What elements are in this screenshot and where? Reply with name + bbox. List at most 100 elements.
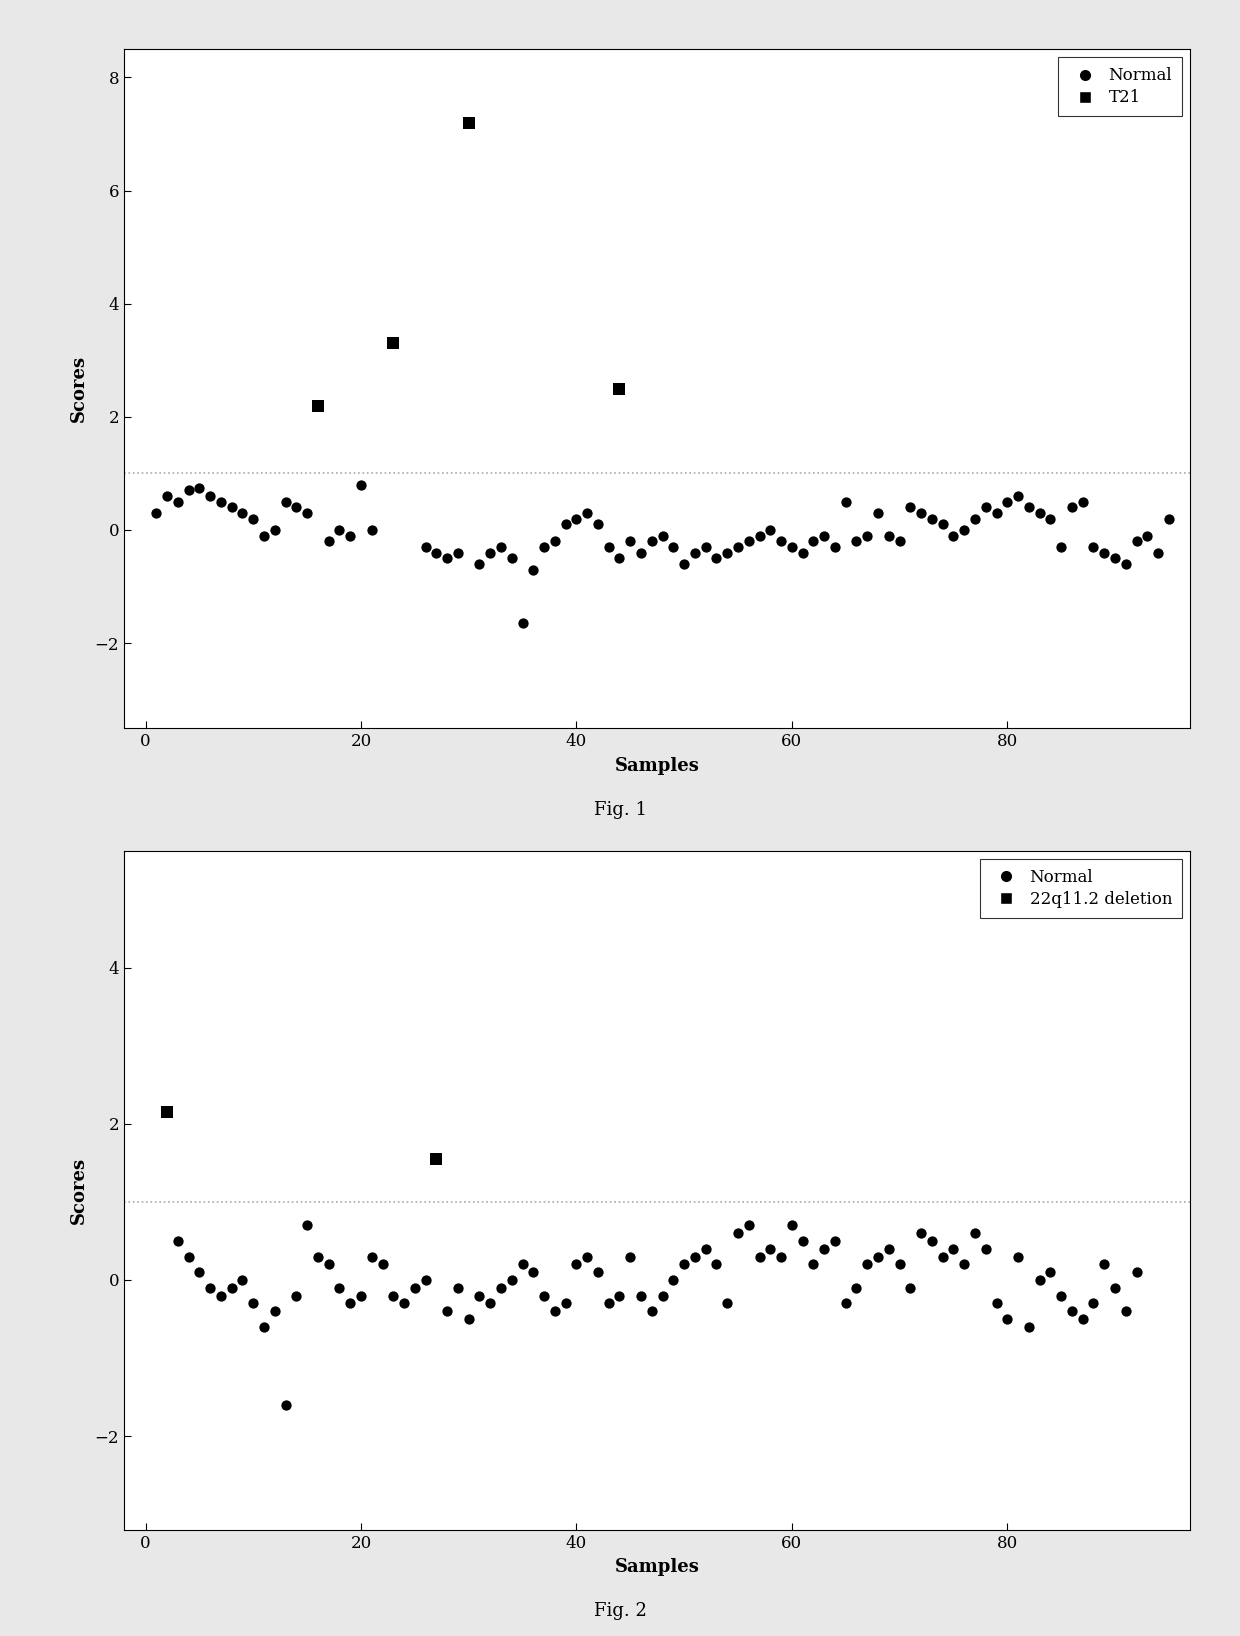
Point (847, 528, 867, 555)
Point (362, 517, 382, 543)
Point (157, 1099, 177, 1126)
Point (167, 489, 187, 515)
Point (275, 1392, 295, 1418)
Point (911, 501, 931, 527)
Point (663, 1266, 683, 1292)
Point (944, 1235, 963, 1261)
Point (308, 1243, 327, 1270)
Point (512, 610, 532, 636)
Point (717, 1291, 737, 1317)
Point (1019, 1314, 1039, 1340)
Point (1084, 533, 1104, 560)
Point (470, 1283, 490, 1309)
Point (211, 1283, 231, 1309)
Point (1127, 1260, 1147, 1286)
Point (448, 1274, 467, 1301)
Point (286, 1283, 306, 1309)
Point (372, 1252, 392, 1278)
Point (254, 1314, 274, 1340)
Point (222, 1274, 242, 1301)
Point (383, 1283, 403, 1309)
Point (728, 1220, 748, 1247)
Point (868, 501, 888, 527)
Point (771, 528, 791, 555)
Point (544, 1297, 564, 1324)
Point (1084, 1291, 1104, 1317)
Point (923, 506, 942, 532)
Point (739, 1212, 759, 1238)
Point (480, 540, 500, 566)
Point (222, 494, 242, 520)
Point (642, 528, 662, 555)
Point (1073, 1306, 1092, 1332)
Point (211, 489, 231, 515)
Text: Fig. 2: Fig. 2 (594, 1602, 646, 1621)
Point (599, 1291, 619, 1317)
Y-axis label: Scores: Scores (69, 1157, 88, 1224)
Point (200, 1274, 219, 1301)
Point (804, 1252, 823, 1278)
Point (889, 1252, 909, 1278)
Point (792, 540, 812, 566)
Point (976, 494, 996, 520)
Point (588, 1260, 608, 1286)
Point (1095, 540, 1115, 566)
Point (351, 1283, 371, 1309)
Point (900, 494, 920, 520)
Point (792, 1229, 812, 1255)
Point (631, 540, 651, 566)
Text: Fig. 1: Fig. 1 (594, 800, 646, 820)
Point (696, 1235, 715, 1261)
Point (771, 1243, 791, 1270)
Point (1040, 1260, 1060, 1286)
Point (1159, 506, 1179, 532)
Point (243, 1291, 263, 1317)
Point (1073, 489, 1092, 515)
Point (1105, 1274, 1125, 1301)
Point (340, 1291, 360, 1317)
Point (523, 556, 543, 582)
Point (243, 506, 263, 532)
Point (491, 1274, 511, 1301)
Point (1137, 522, 1157, 548)
Point (610, 1283, 630, 1309)
Point (319, 1252, 339, 1278)
Legend: Normal, T21: Normal, T21 (1059, 57, 1182, 116)
Point (652, 1283, 672, 1309)
Point (556, 1291, 575, 1317)
Point (351, 471, 371, 497)
Point (523, 1260, 543, 1286)
Point (879, 1235, 899, 1261)
Point (684, 1243, 704, 1270)
Point (696, 533, 715, 560)
Point (1019, 494, 1039, 520)
Point (1127, 528, 1147, 555)
Point (900, 1274, 920, 1301)
Point (911, 1220, 931, 1247)
Point (610, 376, 630, 402)
Point (394, 1291, 414, 1317)
Point (578, 501, 598, 527)
Point (987, 501, 1007, 527)
Point (631, 1283, 651, 1309)
Point (857, 1252, 877, 1278)
Point (383, 330, 403, 357)
Point (534, 533, 554, 560)
Point (804, 528, 823, 555)
Point (340, 522, 360, 548)
Point (567, 1252, 587, 1278)
Point (739, 528, 759, 555)
Point (1116, 1297, 1136, 1324)
Point (308, 393, 327, 419)
Point (1029, 501, 1049, 527)
Point (1061, 1297, 1081, 1324)
Point (815, 522, 835, 548)
Point (265, 517, 285, 543)
Point (675, 551, 694, 578)
Point (200, 483, 219, 509)
Point (620, 528, 640, 555)
Point (459, 1306, 479, 1332)
Point (298, 501, 317, 527)
Point (330, 517, 350, 543)
Point (987, 1291, 1007, 1317)
